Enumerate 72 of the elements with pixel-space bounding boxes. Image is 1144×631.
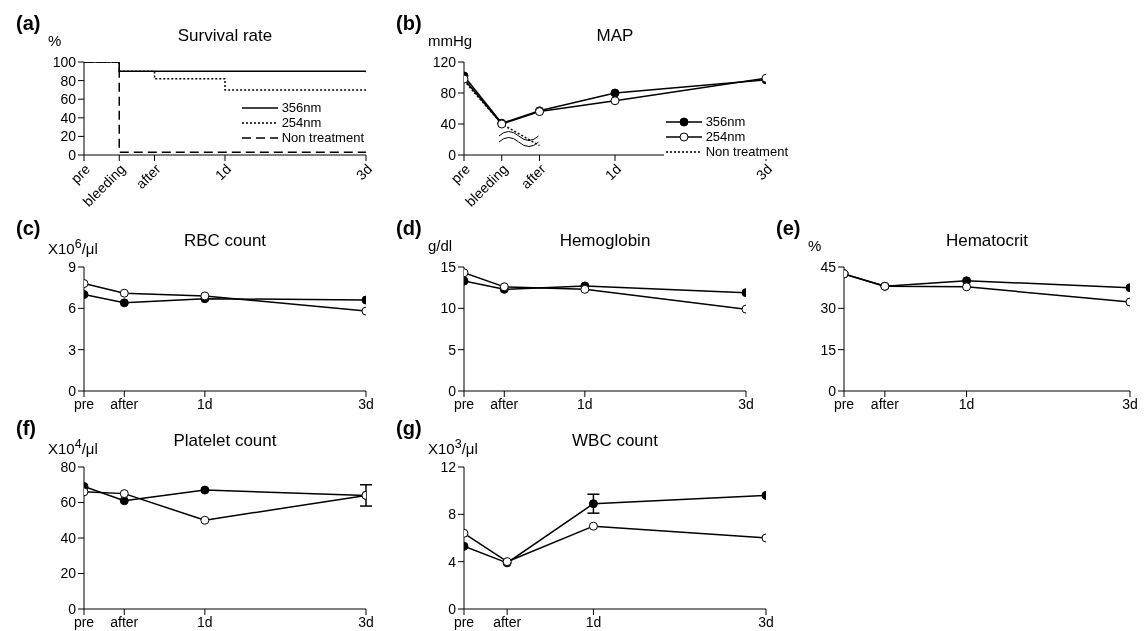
y-tick-label: 0 bbox=[448, 146, 457, 163]
y-tick-label: 60 bbox=[60, 494, 77, 511]
y-axis-title: mmHg bbox=[428, 32, 473, 49]
y-axis-title: X10$^{4}$/μl bbox=[48, 437, 98, 457]
y-tick-label: 20 bbox=[60, 565, 77, 582]
y-tick-label: 15 bbox=[440, 258, 457, 275]
y-tick-label: 20 bbox=[60, 128, 77, 145]
y-tick-label: 45 bbox=[820, 258, 837, 275]
chart-title: RBC count bbox=[183, 231, 267, 250]
x-tick-label: after bbox=[110, 395, 139, 412]
legend-label: Non treatment bbox=[281, 130, 364, 145]
legend-label: 254nm bbox=[281, 115, 322, 130]
y-tick-label: 12 bbox=[440, 458, 457, 475]
x-tick-label: 1d bbox=[585, 613, 602, 630]
text: (d) bbox=[396, 217, 422, 240]
y-axis-title: % bbox=[808, 237, 822, 254]
text: (f) bbox=[16, 417, 36, 440]
y-axis-title: g/dl bbox=[428, 237, 453, 254]
x-tick-label: after bbox=[110, 613, 139, 630]
chart-title: Platelet count bbox=[173, 431, 277, 450]
y-tick-label: 30 bbox=[820, 300, 837, 317]
y-tick-label: 3 bbox=[68, 341, 77, 358]
x-tick-label: 3d bbox=[758, 613, 774, 630]
text: (a) bbox=[16, 12, 41, 35]
y-tick-label: 15 bbox=[820, 341, 837, 358]
y-axis-title: X10$^{6}$/μl bbox=[48, 237, 98, 257]
legend-label: 356nm bbox=[281, 100, 322, 115]
y-tick-label: 80 bbox=[60, 72, 77, 89]
y-tick-label: 9 bbox=[68, 258, 77, 275]
x-tick-label: 3d bbox=[358, 395, 374, 412]
x-tick-label: after bbox=[490, 395, 519, 412]
x-tick-label: 1d bbox=[601, 160, 625, 184]
x-tick-label: 1d bbox=[197, 395, 213, 412]
y-tick-label: 80 bbox=[440, 84, 457, 101]
chart-title: WBC count bbox=[572, 431, 658, 450]
text: (b) bbox=[396, 12, 422, 35]
x-tick-label: 1d bbox=[197, 613, 213, 630]
x-tick-label: 1d bbox=[211, 160, 235, 184]
y-tick-label: 10 bbox=[440, 300, 457, 317]
y-tick-label: 100 bbox=[52, 53, 77, 70]
chart-title: Hematocrit bbox=[944, 231, 1030, 251]
x-tick-label: after bbox=[493, 613, 522, 630]
x-tick-label: 1d bbox=[577, 395, 593, 412]
y-tick-label: 6 bbox=[68, 300, 77, 317]
y-tick-label: 40 bbox=[60, 529, 77, 546]
x-tick-label: 3d bbox=[752, 160, 776, 184]
x-tick-label: 3d bbox=[738, 395, 754, 412]
x-tick-label: 3d bbox=[352, 160, 376, 184]
y-tick-label: 60 bbox=[60, 91, 77, 108]
x-tick-label: after bbox=[870, 395, 900, 412]
legend-label: 356nm bbox=[705, 114, 746, 129]
legend-label: Non treatment bbox=[705, 144, 788, 159]
y-axis-title: X10$^{3}$/μl bbox=[428, 437, 478, 457]
y-tick-label: 4 bbox=[448, 553, 457, 570]
y-tick-label: 40 bbox=[440, 115, 457, 132]
legend-label: 254nm bbox=[705, 129, 746, 144]
y-tick-label: 40 bbox=[60, 109, 77, 126]
y-tick-label: 120 bbox=[432, 53, 457, 70]
y-axis-title: % bbox=[48, 32, 62, 49]
chart-title: Survival rate bbox=[176, 26, 274, 46]
y-tick-label: 8 bbox=[448, 506, 457, 523]
x-tick-label: 3d bbox=[1122, 395, 1138, 412]
y-tick-label: 5 bbox=[448, 341, 457, 358]
x-tick-label: 1d bbox=[958, 395, 975, 412]
text: (g) bbox=[396, 417, 422, 440]
y-tick-label: 0 bbox=[68, 146, 77, 163]
chart-title: MAP bbox=[596, 26, 634, 45]
y-tick-label: 80 bbox=[60, 458, 77, 475]
text: (c) bbox=[16, 217, 41, 240]
text: (e) bbox=[776, 217, 801, 240]
x-tick-label: 3d bbox=[358, 613, 374, 630]
chart-title: Hemoglobin bbox=[558, 231, 652, 251]
